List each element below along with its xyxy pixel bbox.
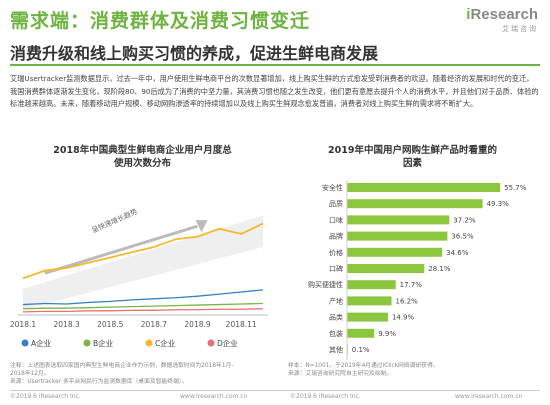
iresearch-logo: iResearch 艾瑞咨询 — [466, 6, 538, 33]
bar-category-label: 口味 — [329, 215, 343, 224]
bar-value-label: 36.5% — [451, 233, 474, 241]
right-notes: 样本：N=1001，于2019年4月通过iClick网络调研获得。 来源：艾瑞咨… — [288, 363, 439, 377]
body-paragraph: 艾瑞Usertracker监测数据显示，过去一年中，用户使用生鲜电商平台的次数显… — [10, 74, 539, 108]
bar-value-label: 55.7% — [504, 184, 527, 192]
logo-subtitle: 艾瑞咨询 — [502, 25, 538, 33]
line-chart-ticks: 2018.1 2018.3 2018.5 2018.7 2018.9 2018.11 — [10, 320, 257, 329]
bar-category-label: 其他 — [329, 345, 343, 354]
bar-7 — [347, 296, 392, 306]
x-tick-label: 2018.1 — [10, 320, 36, 329]
line-chart: 2018.1 2018.3 2018.5 2018.7 2018.9 2018.11 A企… — [10, 207, 268, 348]
bar-5 — [347, 264, 425, 273]
bar-value-label: 0.1% — [352, 346, 370, 354]
legend-label-d: D企业 — [217, 338, 238, 348]
bar-value-label: 17.7% — [400, 281, 423, 289]
bar-2 — [347, 215, 450, 225]
bar-category-label: 品牌 — [329, 232, 343, 241]
left-notes: 注释：上述图表选取四家国内典型生鲜电商企业作为示例，数据选取时间为2018年1月… — [10, 363, 234, 385]
bar-0 — [347, 183, 501, 192]
bar-value-label: 16.2% — [396, 297, 419, 305]
legend-label-a: A企业 — [31, 338, 52, 348]
bar-category-label: 产地 — [329, 296, 343, 305]
bar-category-label: 口碑 — [329, 264, 343, 273]
line-chart-axes — [18, 215, 268, 316]
footer-divider — [10, 390, 540, 391]
bar-category-label: 安全性 — [322, 183, 343, 192]
bar-category-label: 价格 — [329, 248, 343, 257]
legend-marker-c — [145, 339, 153, 347]
bar-8 — [347, 312, 388, 322]
bar-chart-bars: 安全性 55.7% 品质 49.3% 口味 37.2% 品牌 36.5% 价格 34.6% 口碑 28… — [308, 180, 527, 361]
x-tick-label: 2018.3 — [54, 320, 80, 329]
bar-3 — [347, 231, 448, 241]
series-line-d — [22, 308, 264, 313]
legend-marker-a — [21, 339, 29, 347]
bar-4 — [347, 247, 443, 257]
bar-value-label: 28.1% — [428, 265, 451, 273]
bar-value-label: 14.9% — [392, 314, 415, 322]
title-divider — [10, 64, 540, 66]
bar-value-label: 37.2% — [453, 216, 476, 224]
series-line-b — [22, 302, 264, 310]
right-chart-title: 2019年中国用户网购生鲜产品时看重的 因素 — [328, 145, 497, 169]
bar-category-label: 品类 — [329, 313, 343, 322]
series-line-c — [22, 222, 264, 280]
line-chart-legend: A企业 B企业 C企业 D企业 — [21, 338, 238, 348]
bar-category-label: 购买便捷性 — [308, 280, 343, 289]
growth-annotation: 呈快速增长趋势 — [90, 207, 138, 235]
trend-arrow-shaft — [44, 224, 198, 275]
x-tick-label: 2018.11 — [226, 320, 257, 329]
legend-marker-b — [83, 339, 91, 347]
legend-label-c: C企业 — [155, 338, 176, 348]
legend-label-b: B企业 — [93, 338, 114, 348]
trend-band — [23, 215, 263, 310]
page-title: 需求端：消费群体及消费习惯变迁 — [10, 10, 311, 32]
left-footer-url: www.iresearch.com.cn — [180, 393, 248, 400]
x-tick-label: 2018.9 — [184, 320, 210, 329]
trend-arrow-head — [195, 220, 208, 233]
right-footer-url: www.iresearch.com.cn — [455, 393, 523, 400]
series-line-a — [22, 289, 264, 306]
bar-1 — [347, 199, 483, 209]
bar-value-label: 9.9% — [378, 330, 396, 338]
line-chart-series — [22, 222, 264, 313]
bar-category-label: 品质 — [329, 199, 343, 208]
bar-chart: 安全性 55.7% 品质 49.3% 口味 37.2% 品牌 36.5% 价格 34.6% 口碑 28… — [308, 180, 527, 361]
bar-value-label: 34.6% — [446, 249, 469, 257]
bar-6 — [347, 280, 396, 290]
right-footer-copyright: ©2019.6 iResearch Inc. — [290, 393, 361, 400]
bar-9 — [347, 328, 375, 338]
left-footer-copyright: ©2019.6 iResearch Inc. — [10, 393, 81, 400]
x-tick-label: 2018.7 — [141, 320, 167, 329]
legend-marker-d — [207, 339, 215, 347]
x-tick-label: 2018.5 — [97, 320, 123, 329]
page-subtitle: 消费升级和线上购买习惯的养成，促进生鲜电商发展 — [10, 44, 379, 63]
bar-value-label: 49.3% — [487, 200, 510, 208]
left-chart-title: 2018年中国典型生鲜电商企业用户月度总 使用次数分布 — [53, 145, 232, 169]
bar-category-label: 包装 — [329, 329, 343, 338]
